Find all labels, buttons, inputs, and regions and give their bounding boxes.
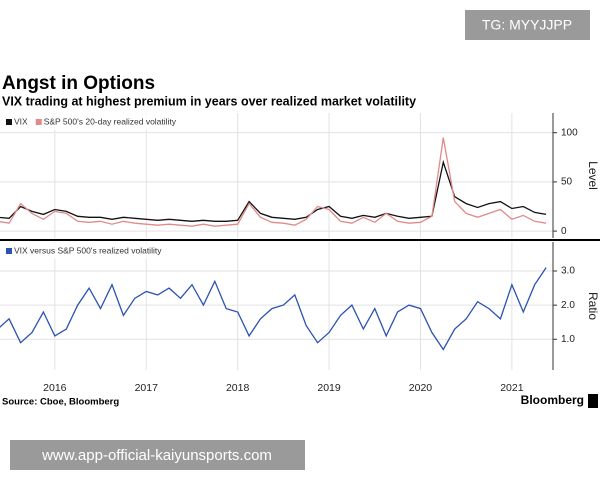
series-line (0, 137, 547, 227)
watermark-box (10, 440, 305, 470)
x-tick-label: 2020 (409, 382, 433, 394)
series-line (0, 267, 547, 351)
x-tick-label: 2021 (500, 382, 524, 394)
x-tick-label: 2018 (226, 382, 250, 394)
y-tick-label: 2.0 (561, 300, 575, 311)
x-tick-label: 2016 (43, 382, 67, 394)
y-tick-label: 3.0 (561, 266, 575, 277)
legend-box (2, 243, 172, 259)
legend-label: S&P 500's 20-day realized volatility (44, 116, 177, 126)
y-tick-label: 0 (561, 226, 567, 237)
brand-icon (588, 394, 598, 408)
chart-subtitle: VIX trading at highest premium in years … (2, 94, 416, 108)
chart-title: Angst in Options (2, 73, 155, 94)
watermark: www.app-official-kaiyunsports.com (41, 447, 272, 464)
x-tick-label: 2019 (317, 382, 341, 394)
tag-box (465, 10, 590, 40)
legend-swatch (35, 119, 42, 125)
legend-label: VIX versus S&P 500's realized volatility (14, 245, 162, 255)
y-tick-label: 100 (561, 127, 578, 138)
y-tick-label: 50 (561, 177, 573, 188)
y-axis-label: Level (586, 161, 600, 190)
brand: Bloomberg (521, 393, 584, 407)
legend-swatch (6, 119, 12, 125)
legend-label: VIX (14, 116, 28, 126)
legend-swatch (6, 248, 12, 254)
y-tick-label: 1.0 (561, 334, 575, 345)
series-line (0, 159, 547, 222)
x-tick-label: 2017 (135, 382, 159, 394)
tag: TG: MYYJJPP (482, 17, 572, 33)
legend-box (2, 114, 187, 130)
y-axis-label: Ratio (586, 292, 600, 320)
source: Source: Cboe, Bloomberg (2, 397, 119, 408)
